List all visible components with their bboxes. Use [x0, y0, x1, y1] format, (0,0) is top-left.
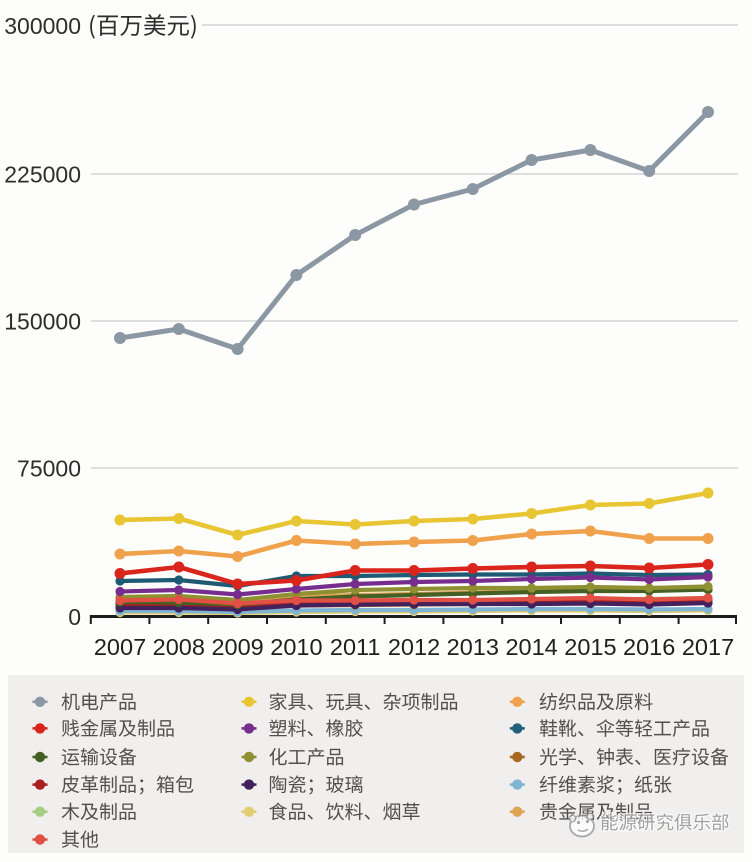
svg-text:2014: 2014 — [505, 634, 557, 660]
svg-text:2010: 2010 — [270, 634, 322, 660]
svg-text:2008: 2008 — [153, 634, 205, 660]
svg-text:225000: 225000 — [4, 162, 81, 188]
svg-text:2017: 2017 — [682, 634, 734, 660]
svg-text:0: 0 — [68, 604, 81, 630]
svg-text:2012: 2012 — [388, 634, 440, 660]
svg-text:2007: 2007 — [94, 634, 146, 660]
svg-text:2009: 2009 — [211, 634, 263, 660]
svg-text:2015: 2015 — [564, 634, 616, 660]
svg-text:75000: 75000 — [17, 456, 81, 482]
svg-text:2013: 2013 — [447, 634, 499, 660]
svg-text:150000: 150000 — [4, 309, 81, 335]
svg-text:2011: 2011 — [330, 634, 381, 660]
svg-text:300000: 300000 — [4, 13, 81, 39]
svg-text:2016: 2016 — [623, 634, 675, 660]
